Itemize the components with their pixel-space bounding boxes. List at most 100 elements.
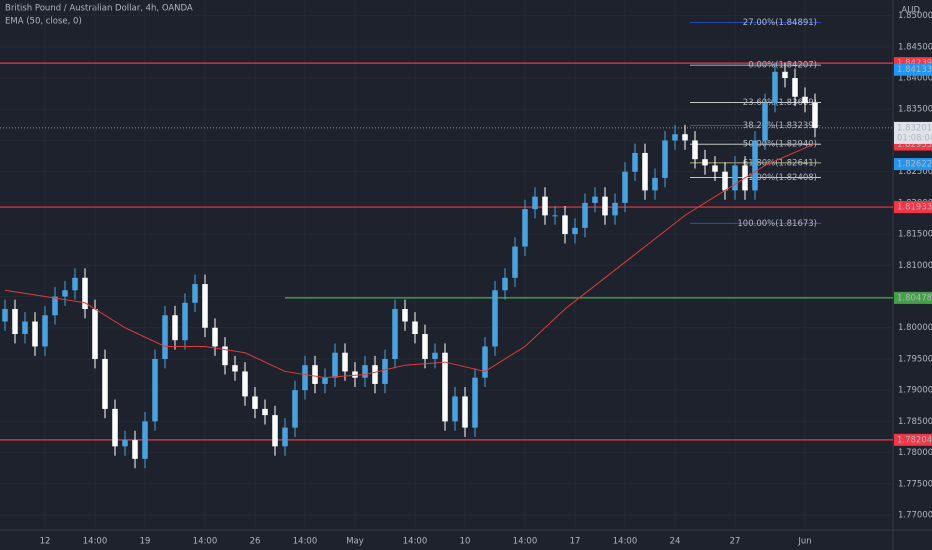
- candle-body: [62, 290, 68, 297]
- candle-body: [182, 302, 188, 341]
- y-tick-label: 1.84500: [898, 42, 932, 52]
- candle-body: [292, 390, 298, 428]
- y-tick-label: 1.81000: [898, 261, 932, 271]
- candle-body: [772, 71, 778, 104]
- candle-body: [432, 352, 438, 359]
- price-tag: [894, 158, 932, 171]
- candle-body: [522, 209, 528, 247]
- candle-body: [52, 296, 58, 316]
- candle-body: [452, 396, 458, 422]
- candle-body: [302, 365, 308, 391]
- y-tick-label: 1.79000: [898, 386, 932, 396]
- countdown: 01:08:04: [897, 133, 932, 143]
- candle-body: [622, 171, 628, 203]
- y-tick-label: 1.84000: [898, 74, 932, 84]
- candle-body: [722, 171, 728, 191]
- candle-body: [222, 346, 228, 366]
- candle-body: [102, 358, 108, 409]
- fib-label: 61.80%(1.82641): [743, 158, 817, 168]
- candle-body: [592, 196, 598, 203]
- x-tick-label: 14:00: [403, 537, 428, 547]
- candle-body: [22, 321, 28, 334]
- candle-body: [212, 327, 218, 347]
- candle-body: [812, 103, 818, 128]
- candle-body: [412, 321, 418, 334]
- candle-body: [692, 140, 698, 160]
- price-tag-label: 1.81933: [897, 203, 932, 213]
- candle-body: [582, 202, 588, 228]
- candle-body: [312, 365, 318, 384]
- fib-label: 71.00%(1.82408): [743, 173, 817, 183]
- fib-label: 50.00%(1.82940): [743, 140, 817, 150]
- candle-body: [132, 440, 138, 459]
- candle-body: [282, 427, 288, 447]
- candle-body: [782, 71, 788, 79]
- x-tick-label: 14:00: [293, 537, 318, 547]
- y-tick-label: 1.78500: [898, 417, 932, 427]
- candle-body: [322, 377, 328, 384]
- candle-body: [422, 333, 428, 359]
- candle-body: [702, 159, 708, 166]
- candle-body: [572, 227, 578, 235]
- x-tick-label: 27: [730, 537, 741, 547]
- y-tick-label: 1.79500: [898, 354, 932, 364]
- x-tick-label: 24: [670, 537, 681, 547]
- y-tick-label: 1.85000: [898, 11, 932, 21]
- candle-body: [532, 196, 538, 210]
- candle-body: [562, 215, 568, 235]
- y-tick-label: 1.77000: [898, 511, 932, 521]
- candle-body: [272, 415, 278, 447]
- candle-body: [382, 358, 388, 384]
- y-tick-label: 1.77500: [898, 479, 932, 489]
- indicator-label: EMA (50, close, 0): [5, 17, 82, 27]
- candle-body: [112, 408, 118, 447]
- candle-body: [262, 408, 268, 416]
- candle-body: [642, 152, 648, 191]
- fib-label: 27.00%(1.84891): [743, 18, 817, 28]
- x-tick-label: 10: [460, 537, 471, 547]
- fib-label: 0.00%(1.84207): [748, 61, 817, 71]
- x-tick-label: Jun: [797, 537, 811, 547]
- price-tag-label: 1.80478: [897, 293, 932, 303]
- candle-body: [602, 196, 608, 216]
- y-tick-label: 1.81500: [898, 230, 932, 240]
- candle-body: [202, 284, 208, 328]
- x-tick-label: 19: [140, 537, 151, 547]
- fib-label: 38.20%(1.83239): [743, 121, 817, 131]
- candle-body: [732, 165, 738, 191]
- chart-title: British Pound / Australian Dollar, 4h, O…: [5, 4, 193, 14]
- candle-body: [82, 277, 88, 310]
- candle-body: [372, 365, 378, 384]
- candle-body: [462, 396, 468, 428]
- current-price-tag: [894, 121, 932, 144]
- y-tick-label: 1.80000: [898, 323, 932, 333]
- x-tick-label: 14:00: [83, 537, 108, 547]
- candle-body: [762, 103, 768, 141]
- candle-body: [122, 440, 128, 447]
- candle-body: [502, 277, 508, 291]
- candle-body: [482, 346, 488, 378]
- candle-body: [92, 309, 98, 359]
- candle-body: [492, 290, 498, 347]
- candle-body: [72, 277, 78, 291]
- candle-body: [542, 196, 548, 216]
- candle-body: [352, 371, 358, 378]
- x-tick-label: 14:00: [513, 537, 538, 547]
- candle-body: [682, 134, 688, 141]
- candle-body: [512, 246, 518, 278]
- candle-body: [392, 309, 398, 359]
- candle-body: [172, 315, 178, 341]
- candle-body: [552, 215, 558, 217]
- candle-body: [402, 309, 408, 322]
- candle-body: [662, 140, 668, 178]
- price-tag-label: 1.78204: [897, 435, 932, 445]
- candle-body: [652, 177, 658, 191]
- candle-body: [472, 377, 478, 428]
- y-tick-label: 1.83500: [898, 105, 932, 115]
- x-tick-label: 14:00: [193, 537, 218, 547]
- candle-body: [152, 358, 158, 422]
- x-tick-label: 17: [570, 537, 581, 547]
- price-tag-label: 1.84133: [897, 65, 932, 75]
